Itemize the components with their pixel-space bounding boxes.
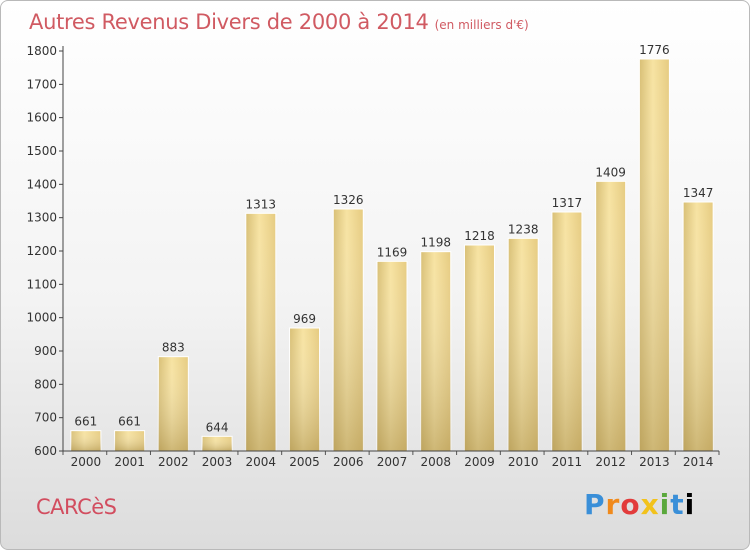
data-label-2014: 1347	[683, 186, 714, 200]
bar-shade-2004	[245, 213, 276, 451]
bars-group: 661 661 883 644 1313 969 1326 1169 1198 1218 1238 1…	[70, 43, 714, 452]
axes-group: 2000 2001 2002 2003 2004 2005 2006 2007 2008 2009…	[26, 44, 720, 469]
data-label-2013: 1776	[639, 43, 670, 57]
bar-shade-2005	[289, 328, 320, 451]
x-tick-label-2004: 2004	[246, 455, 277, 469]
y-tick-label-1500: 1500	[26, 144, 57, 158]
y-tick-label-800: 800	[34, 377, 57, 391]
bar-group-2008: 1198	[420, 236, 452, 452]
data-label-2003: 644	[206, 420, 229, 434]
y-tick-label-900: 900	[34, 344, 57, 358]
bar-group-2002: 883	[157, 341, 189, 452]
bar-shade-2003	[202, 436, 233, 451]
bar-group-2009: 1218	[463, 229, 495, 452]
chart-title: Autres Revenus Divers de 2000 à 2014	[29, 10, 429, 34]
bar-group-2011: 1317	[551, 196, 583, 452]
x-tick-label-2000: 2000	[71, 455, 102, 469]
bar-group-2012: 1409	[595, 165, 627, 452]
data-label-2005: 969	[293, 312, 316, 326]
data-label-2002: 883	[162, 341, 185, 355]
data-label-2011: 1317	[552, 196, 583, 210]
bar-shade-2009	[464, 245, 495, 451]
x-tick-label-2002: 2002	[158, 455, 189, 469]
bar-shade-2013	[639, 59, 670, 451]
x-tick-label-2007: 2007	[377, 455, 408, 469]
y-tick-label-600: 600	[34, 444, 57, 458]
bar-group-2010: 1238	[507, 222, 539, 452]
y-tick-label-1100: 1100	[26, 277, 57, 291]
x-tick-label-2006: 2006	[333, 455, 364, 469]
bar-shade-2002	[158, 356, 189, 451]
data-label-2010: 1238	[508, 222, 539, 236]
bar-shade-2011	[551, 212, 582, 451]
brand-logo: Proxiti	[584, 488, 696, 521]
bar-shade-2007	[377, 261, 407, 451]
x-tick-label-2010: 2010	[508, 455, 539, 469]
data-label-2006: 1326	[333, 193, 364, 207]
bar-group-2005: 969	[289, 312, 321, 452]
y-tick-label-1300: 1300	[26, 211, 57, 225]
bar-group-2000: 661	[70, 415, 102, 452]
commune-name: CARCèS	[36, 495, 117, 519]
bar-shade-2012	[595, 181, 626, 452]
bar-group-2013: 1776	[638, 43, 670, 452]
bar-group-2007: 1169	[376, 245, 408, 452]
bar-group-2001: 661	[114, 415, 146, 452]
x-tick-label-2001: 2001	[114, 455, 145, 469]
bar-group-2003: 644	[201, 420, 233, 452]
y-tick-label-1700: 1700	[26, 77, 57, 91]
bar-group-2014: 1347	[682, 186, 714, 452]
data-label-2008: 1198	[420, 236, 451, 250]
x-tick-label-2003: 2003	[202, 455, 233, 469]
y-tick-label-1600: 1600	[26, 111, 57, 125]
data-label-2007: 1169	[377, 245, 408, 259]
x-tick-label-2008: 2008	[420, 455, 451, 469]
x-tick-label-2012: 2012	[595, 455, 626, 469]
data-label-2004: 1313	[246, 197, 277, 211]
data-label-2009: 1218	[464, 229, 495, 243]
bar-shade-2001	[114, 430, 145, 451]
y-tick-label-1400: 1400	[26, 177, 57, 191]
x-tick-label-2013: 2013	[639, 455, 670, 469]
data-label-2000: 661	[74, 415, 97, 429]
bar-shade-2000	[70, 430, 101, 451]
y-tick-label-700: 700	[34, 411, 57, 425]
bar-group-2004: 1313	[245, 197, 277, 452]
x-tick-label-2009: 2009	[464, 455, 495, 469]
x-tick-label-2005: 2005	[289, 455, 320, 469]
x-tick-label-2011: 2011	[552, 455, 583, 469]
bar-shade-2006	[333, 209, 364, 451]
y-tick-label-1800: 1800	[26, 44, 57, 58]
y-tick-label-1200: 1200	[26, 244, 57, 258]
chart-subtitle: (en milliers d'€)	[434, 18, 529, 32]
y-tick-label-1000: 1000	[26, 311, 57, 325]
chart-title-row: Autres Revenus Divers de 2000 à 2014 (en …	[29, 10, 529, 34]
x-tick-label-2014: 2014	[683, 455, 714, 469]
data-label-2001: 661	[118, 415, 141, 429]
bar-group-2006: 1326	[332, 193, 364, 452]
bar-shade-2010	[508, 238, 539, 451]
data-label-2012: 1409	[595, 165, 626, 179]
bar-shade-2014	[683, 202, 714, 451]
bar-shade-2008	[420, 251, 451, 451]
